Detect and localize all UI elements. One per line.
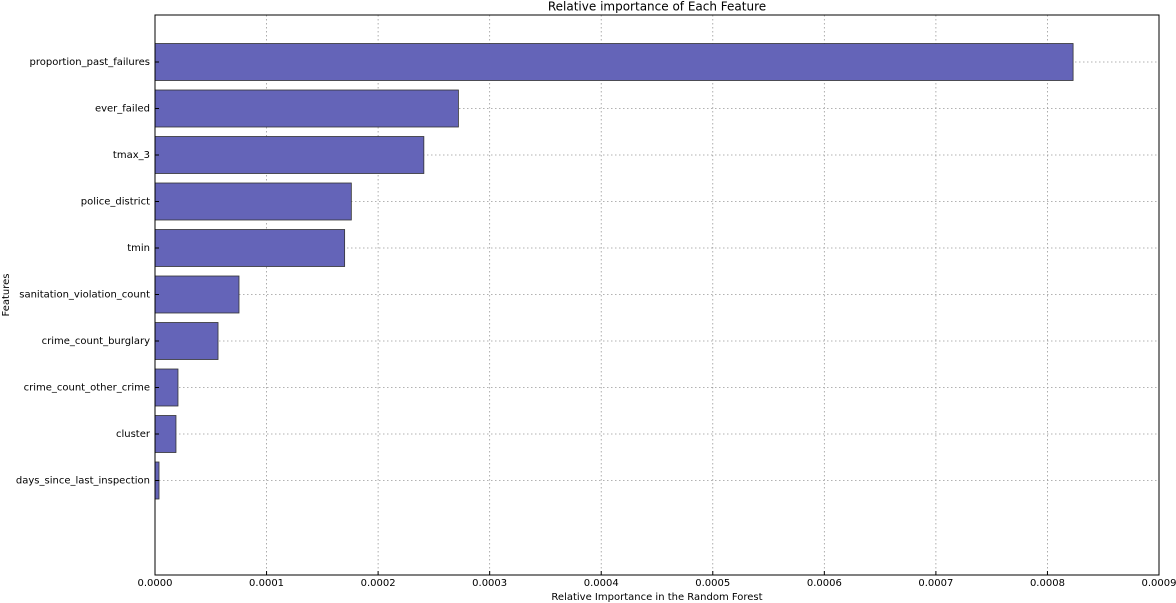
- y-axis-label: Features: [1, 274, 12, 317]
- x-tick-label: 0.0005: [695, 578, 730, 589]
- chart-title: Relative importance of Each Feature: [548, 0, 766, 14]
- y-tick-label: sanitation_violation_count: [19, 290, 150, 301]
- x-tick-label: 0.0003: [472, 578, 507, 589]
- y-tick-label: cluster: [116, 429, 151, 440]
- bar: [154, 275, 240, 314]
- x-tick-label: 0.0000: [138, 578, 173, 589]
- x-tick-label: 0.0008: [1030, 578, 1065, 589]
- x-tick-label: 0.0002: [361, 578, 396, 589]
- bar: [154, 43, 1074, 81]
- y-tick-label: tmin: [127, 243, 150, 254]
- y-tick-label: crime_count_burglary: [42, 336, 150, 347]
- x-tick-label: 0.0001: [249, 578, 284, 589]
- x-tick-label: 0.0009: [1142, 578, 1176, 589]
- y-tick-label: ever_failed: [95, 104, 150, 115]
- x-axis-label: Relative Importance in the Random Forest: [551, 592, 762, 603]
- bar: [154, 322, 219, 360]
- y-tick-label: proportion_past_failures: [30, 57, 151, 68]
- y-tick-label: days_since_last_inspection: [16, 476, 150, 487]
- bar: [154, 182, 352, 221]
- bar: [154, 229, 346, 267]
- x-tick-label: 0.0006: [807, 578, 842, 589]
- x-tick-label: 0.0004: [584, 578, 619, 589]
- bar: [154, 136, 425, 174]
- y-tick-label: tmax_3: [113, 150, 150, 161]
- y-tick-label: police_district: [81, 197, 150, 208]
- plot-frame: [154, 14, 1160, 576]
- x-tick-label: 0.0007: [918, 578, 953, 589]
- bar: [154, 89, 459, 128]
- y-tick-label: crime_count_other_crime: [24, 383, 150, 394]
